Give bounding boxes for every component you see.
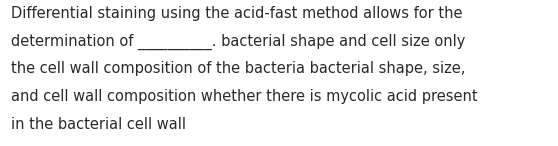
Text: the cell wall composition of the bacteria bacterial shape, size,: the cell wall composition of the bacteri… bbox=[11, 61, 465, 76]
Text: Differential staining using the acid-fast method allows for the: Differential staining using the acid-fas… bbox=[11, 6, 463, 21]
Text: in the bacterial cell wall: in the bacterial cell wall bbox=[11, 117, 186, 132]
Text: and cell wall composition whether there is mycolic acid present: and cell wall composition whether there … bbox=[11, 89, 478, 104]
Text: determination of __________. bacterial shape and cell size only: determination of __________. bacterial s… bbox=[11, 34, 465, 50]
